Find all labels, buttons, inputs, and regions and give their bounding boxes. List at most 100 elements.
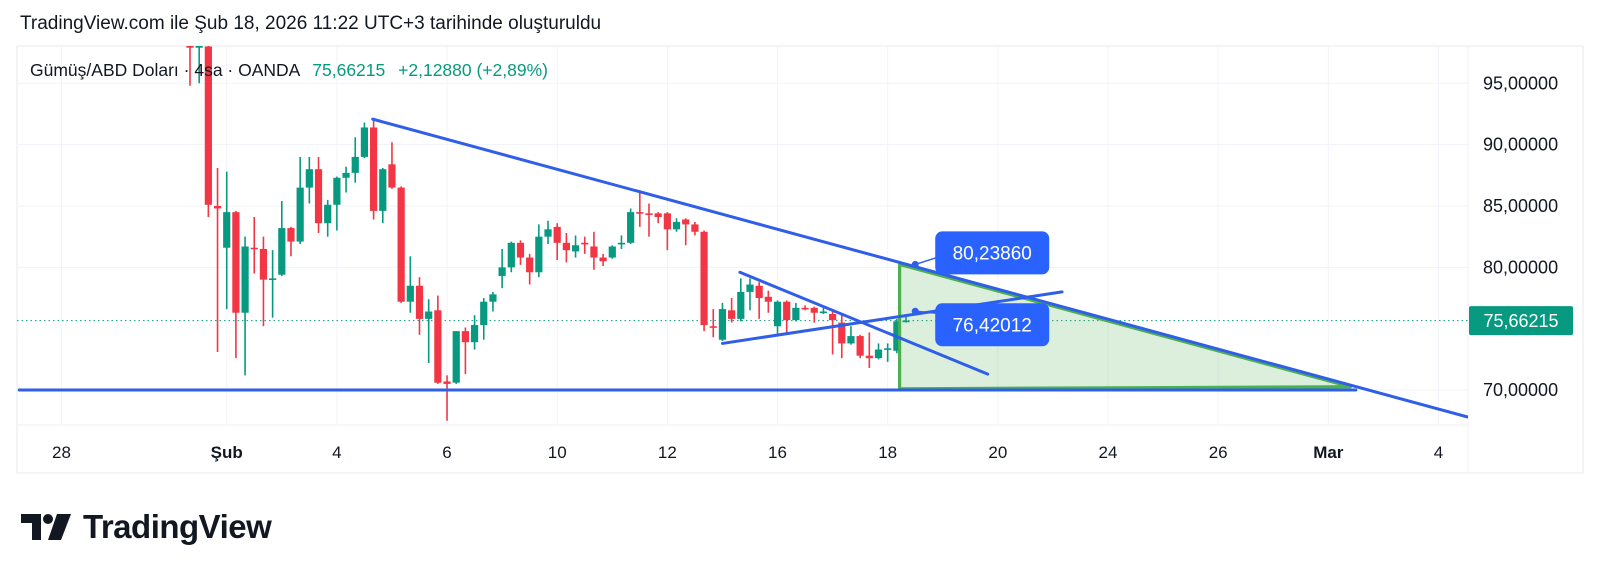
- candle: [314, 156, 323, 233]
- time-axis[interactable]: 28 Şub 4 6 10 12 16 18 20 24 26 Mar 4: [52, 443, 1443, 462]
- candle-body: [296, 187, 304, 242]
- candle: [406, 256, 414, 313]
- candle-body: [792, 307, 800, 321]
- price-tick-label: 85,00000: [1483, 196, 1558, 216]
- time-tick-label: 4: [332, 443, 341, 462]
- candle: [232, 210, 240, 359]
- drawings[interactable]: [17, 117, 1468, 419]
- candle: [874, 343, 883, 360]
- candle-body: [838, 322, 846, 344]
- candle: [792, 302, 800, 322]
- candle: [507, 241, 515, 273]
- candle-body: [452, 331, 460, 383]
- candle: [526, 253, 534, 285]
- candle-body: [581, 242, 589, 245]
- candle-body: [571, 245, 580, 252]
- candle-body: [516, 242, 525, 258]
- callout-connector: [915, 310, 938, 315]
- candle: [810, 306, 818, 323]
- candle-body: [314, 169, 323, 224]
- candle-body: [259, 248, 268, 280]
- candle-body: [406, 285, 414, 302]
- candle-body: [599, 257, 607, 262]
- candles: [186, 46, 910, 421]
- candle: [672, 218, 681, 232]
- candle: [709, 309, 717, 338]
- candle: [360, 122, 369, 159]
- candle-body: [360, 127, 369, 157]
- candle: [333, 176, 341, 231]
- candle-body: [691, 224, 699, 232]
- price-callout-box: [935, 231, 1050, 275]
- candle: [342, 166, 350, 193]
- candle-body: [269, 278, 277, 280]
- candle-body: [764, 296, 772, 302]
- candle: [250, 217, 258, 274]
- candle-body: [709, 326, 717, 328]
- candle: [379, 167, 387, 224]
- candle: [645, 203, 653, 237]
- candle-body: [379, 169, 387, 211]
- candle: [718, 302, 727, 341]
- candle-body: [204, 46, 212, 205]
- candle: [746, 278, 754, 311]
- candle: [223, 171, 231, 310]
- candle: [480, 298, 488, 340]
- candle: [691, 221, 699, 236]
- price-tick-label: 80,00000: [1483, 257, 1558, 277]
- candle-body: [884, 348, 892, 350]
- candle: [213, 167, 222, 353]
- candle: [654, 212, 662, 224]
- candle-body: [461, 331, 469, 343]
- candle-body: [425, 311, 433, 319]
- time-tick-label: 16: [768, 443, 787, 462]
- triangle-pattern[interactable]: [898, 262, 1352, 391]
- chart-created-caption: TradingView.com ile Şub 18, 2026 11:22 U…: [20, 13, 602, 34]
- upper-trendline[interactable]: [371, 117, 1468, 419]
- candle-body: [856, 336, 864, 356]
- candle: [415, 277, 424, 335]
- candle: [581, 236, 589, 254]
- candle: [351, 137, 359, 183]
- last-price-badge: [1469, 306, 1573, 336]
- candle-body: [755, 285, 763, 299]
- inner-rising-line[interactable]: [720, 290, 1064, 345]
- candle: [489, 291, 497, 312]
- candle-body: [718, 309, 727, 340]
- symbol-name[interactable]: Gümüş/ABD Doları · 4sa · OANDA: [30, 60, 300, 80]
- candle: [461, 327, 469, 375]
- candle: [663, 212, 671, 251]
- price-axis[interactable]: 95,00000 90,00000 85,00000 80,00000 70,00000…: [1469, 73, 1573, 400]
- candle: [186, 46, 194, 86]
- candle: [553, 223, 561, 260]
- candle-body: [874, 349, 883, 359]
- candle: [755, 282, 763, 319]
- candle-body: [590, 246, 598, 258]
- candle: [434, 295, 442, 384]
- candle: [737, 278, 745, 322]
- candle: [856, 334, 864, 359]
- time-tick-label: 12: [658, 443, 677, 462]
- anchor-point: [911, 260, 919, 268]
- candle: [544, 220, 552, 245]
- candle-body: [415, 285, 424, 319]
- candle-body: [627, 212, 635, 243]
- anchor-point: [911, 307, 919, 315]
- price-labels: 80,23860 76,42012: [911, 231, 1050, 347]
- price-tick-label: 90,00000: [1483, 135, 1558, 155]
- candle: [608, 245, 616, 259]
- candle-body: [498, 267, 506, 276]
- time-tick-label: 28: [52, 443, 71, 462]
- candle: [700, 230, 708, 332]
- candle: [443, 375, 451, 421]
- candle: [204, 46, 212, 218]
- price-callout-text: 76,42012: [953, 315, 1032, 336]
- candle: [819, 307, 828, 314]
- candle: [241, 236, 249, 376]
- candle: [865, 332, 873, 368]
- tradingview-logo: TradingView: [21, 508, 272, 546]
- candle-body: [232, 212, 240, 313]
- symbol-legend: Gümüş/ABD Doları · 4sa · OANDA 75,66215 …: [30, 60, 548, 81]
- candle-body: [443, 381, 451, 384]
